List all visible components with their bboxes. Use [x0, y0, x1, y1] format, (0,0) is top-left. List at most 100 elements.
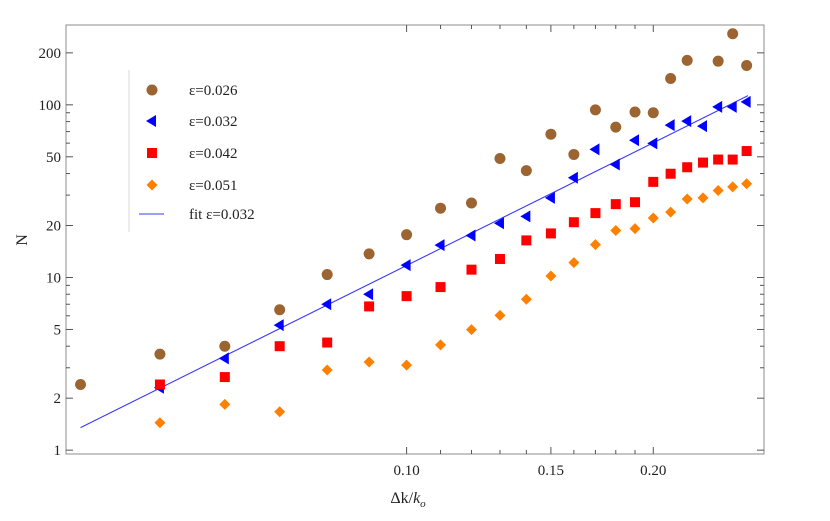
legend-label: ε=0.051 — [189, 178, 238, 194]
data-point-circle — [727, 28, 739, 40]
legend-label: ε=0.026 — [189, 83, 238, 99]
x-axis-title-main: Δk/ — [390, 490, 413, 507]
data-point-circle — [435, 202, 447, 214]
data-point-circle — [274, 304, 286, 316]
legend: ε=0.026 ε=0.032 ε=0.042 ε=0.051 fit ε=0.032 — [128, 70, 255, 232]
data-point-diamond — [629, 223, 641, 235]
data-point-diamond — [465, 324, 477, 336]
data-point-triangle-left — [273, 319, 284, 332]
fit-line-path — [80, 95, 749, 429]
series-circle — [75, 28, 753, 391]
data-point-circle — [363, 248, 375, 260]
data-series — [75, 28, 753, 429]
data-point-triangle-left — [740, 95, 751, 108]
data-point-square — [322, 337, 333, 348]
data-point-triangle-left — [726, 100, 737, 113]
data-point-diamond — [494, 309, 506, 321]
data-point-diamond — [665, 206, 677, 218]
data-point-triangle-left — [363, 288, 374, 301]
data-point-triangle-left — [697, 120, 708, 133]
legend-marker-triangle-left-icon — [146, 115, 156, 127]
data-point-circle — [154, 348, 166, 360]
data-point-circle — [545, 128, 557, 140]
data-point-square — [590, 208, 601, 219]
data-point-diamond — [219, 398, 231, 410]
y-axis-ticks: 1 2 5 10 20 50 100 200 — [39, 46, 764, 459]
data-point-circle — [321, 269, 333, 281]
data-point-square — [727, 154, 738, 165]
data-point-circle — [568, 148, 580, 160]
data-point-circle — [75, 379, 87, 391]
data-point-circle — [712, 55, 724, 67]
x-axis-title: Δk/ko — [390, 490, 426, 510]
data-point-triangle-left — [712, 100, 723, 113]
data-point-triangle-left — [567, 171, 578, 184]
data-point-square — [610, 199, 621, 210]
data-point-square — [401, 291, 412, 302]
data-point-diamond — [154, 417, 166, 429]
data-point-circle — [681, 54, 693, 66]
data-point-triangle-left — [434, 239, 445, 252]
data-point-square — [648, 176, 659, 187]
data-point-diamond — [741, 178, 753, 190]
data-point-circle — [665, 73, 677, 85]
data-point-square — [521, 235, 532, 246]
data-point-square — [713, 154, 724, 165]
data-point-diamond — [568, 257, 580, 269]
legend-marker-diamond-icon — [146, 179, 158, 191]
data-point-circle — [629, 106, 641, 118]
data-point-triangle-left — [609, 158, 620, 171]
data-point-triangle-left — [629, 134, 640, 147]
legend-marker-square-icon — [147, 148, 157, 158]
data-point-square — [466, 264, 477, 275]
y-tick-label: 5 — [54, 322, 62, 338]
data-point-square — [364, 301, 375, 312]
data-point-triangle-left — [321, 298, 332, 311]
data-point-diamond — [520, 293, 532, 305]
y-tick-label: 100 — [39, 98, 62, 114]
data-point-circle — [589, 104, 601, 116]
data-point-square — [435, 282, 446, 293]
data-point-circle — [219, 340, 231, 352]
data-point-circle — [520, 165, 532, 177]
data-point-square — [630, 197, 641, 208]
data-point-circle — [647, 107, 659, 119]
legend-label: ε=0.042 — [189, 146, 238, 162]
data-point-diamond — [647, 212, 659, 224]
data-point-triangle-left — [520, 210, 531, 223]
data-point-square — [698, 157, 709, 168]
data-point-diamond — [681, 193, 693, 205]
data-point-square — [545, 228, 556, 239]
data-point-square — [682, 162, 693, 173]
data-point-diamond — [712, 185, 724, 197]
data-point-circle — [401, 229, 413, 241]
series-square — [154, 146, 752, 390]
data-point-triangle-left — [589, 143, 600, 156]
data-point-square — [274, 341, 285, 352]
data-point-square — [219, 372, 230, 383]
y-axis-title: N — [14, 234, 31, 246]
data-point-diamond — [274, 406, 286, 418]
data-point-triangle-left — [218, 352, 229, 365]
data-point-triangle-left — [493, 217, 504, 230]
data-point-square — [568, 217, 579, 228]
data-point-diamond — [321, 364, 333, 376]
data-point-circle — [741, 59, 753, 71]
data-point-circle — [494, 152, 506, 164]
data-point-diamond — [589, 239, 601, 251]
series-diamond — [154, 178, 753, 429]
legend-label-fit: fit ε=0.032 — [189, 207, 255, 223]
data-point-square — [154, 379, 165, 390]
data-point-triangle-left — [647, 137, 658, 150]
data-point-circle — [465, 197, 477, 209]
data-point-triangle-left — [400, 259, 411, 272]
fit-line — [80, 95, 749, 429]
data-point-diamond — [363, 356, 375, 368]
data-point-circle — [610, 121, 622, 133]
data-point-diamond — [610, 225, 622, 237]
data-point-triangle-left — [544, 191, 555, 204]
y-tick-label: 20 — [46, 219, 61, 235]
x-tick-label: 0.10 — [393, 463, 419, 479]
x-axis-title-k: k — [413, 490, 421, 507]
